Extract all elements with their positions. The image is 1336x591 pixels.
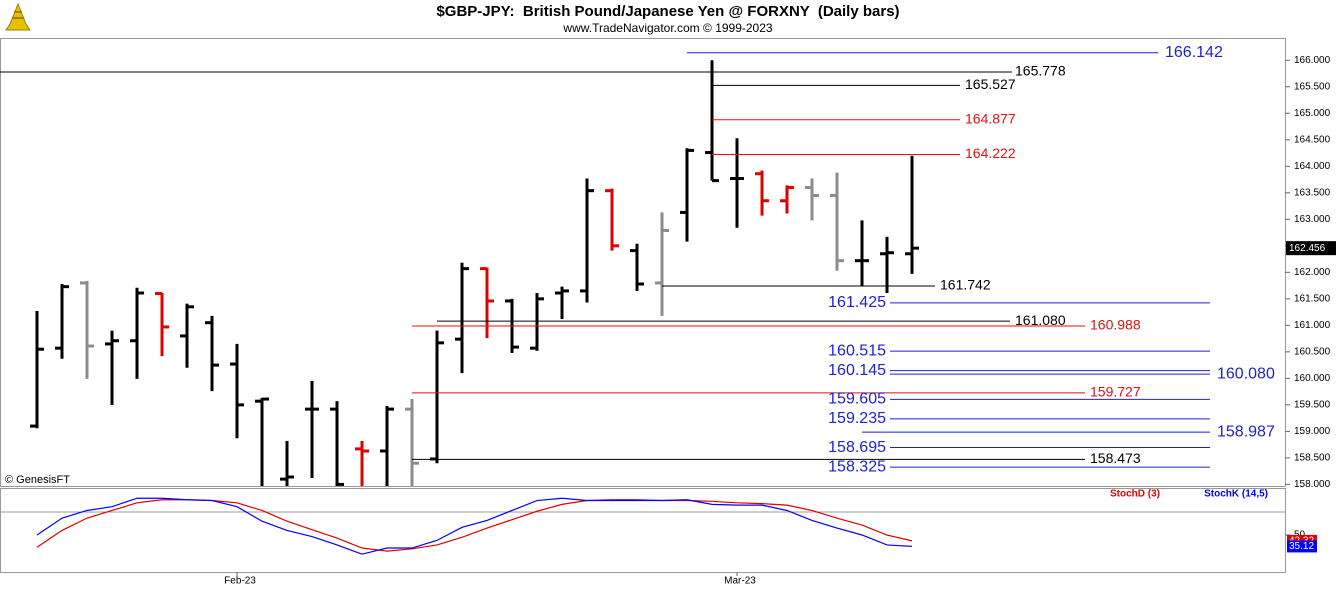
level-label: 159.235 [828, 410, 886, 427]
y-tick-label: 166.000 [1294, 55, 1331, 66]
level-label: 165.527 [965, 76, 1016, 92]
x-tick-label: Feb-23 [224, 576, 256, 587]
stoch-panel [0, 488, 1286, 573]
y-tick-label: 163.500 [1294, 187, 1331, 198]
level-label: 158.473 [1090, 450, 1141, 466]
logo [5, 2, 31, 31]
y-tick-label: 158.500 [1294, 453, 1331, 464]
chart-title: $GBP-JPY: British Pound/Japanese Yen @ F… [436, 3, 899, 20]
level-label: 158.695 [828, 439, 886, 456]
level-label: 164.877 [965, 111, 1016, 127]
level-label: 159.605 [828, 391, 886, 408]
level-label: 164.222 [965, 145, 1016, 161]
y-tick-label: 160.500 [1294, 347, 1331, 358]
watermark: © GenesisFT [5, 474, 70, 486]
stoch-line [36, 497, 913, 555]
level-label: 161.425 [828, 294, 886, 311]
level-label: 161.742 [940, 277, 991, 293]
level-label: 165.778 [1015, 63, 1066, 79]
legend-entry: StochD (3) [1110, 489, 1160, 500]
level-label: 160.515 [828, 342, 886, 359]
legend-entry: StochK (14,5) [1204, 489, 1268, 500]
main-panel [0, 38, 1286, 487]
y-tick-label: 163.000 [1294, 214, 1331, 225]
last-value-label: 35.12 [1289, 541, 1314, 552]
y-tick-label: 159.500 [1294, 400, 1331, 411]
level-label: 160.988 [1090, 317, 1141, 333]
y-tick-label: 161.500 [1294, 293, 1331, 304]
price-plot [30, 60, 919, 486]
level-label: 159.727 [1090, 384, 1141, 400]
level-label: 160.080 [1217, 365, 1275, 382]
y-tick-label: 164.000 [1294, 161, 1331, 172]
level-label: 158.987 [1217, 423, 1275, 440]
y-tick-label: 161.000 [1294, 320, 1331, 331]
y-tick-label: 165.000 [1294, 108, 1331, 119]
chart-subtitle: www.TradeNavigator.com © 1999-2023 [562, 21, 772, 35]
x-tick-label: Mar-23 [724, 576, 756, 587]
y-tick-label: 165.500 [1294, 81, 1331, 92]
y-tick-label: 159.000 [1294, 426, 1331, 437]
level-label: 161.080 [1015, 312, 1066, 328]
last-value-box [1287, 540, 1317, 553]
last-price-box [1286, 241, 1336, 256]
level-label: 166.142 [1165, 44, 1223, 61]
y-tick-label: 160.000 [1294, 373, 1331, 384]
level-label: 158.325 [828, 458, 886, 475]
y-tick-label: 158.000 [1294, 479, 1331, 490]
level-label: 160.145 [828, 362, 886, 379]
last-price-label: 162.456 [1289, 243, 1326, 254]
y-tick-label: 164.500 [1294, 134, 1331, 145]
y-tick-label: 162.000 [1294, 267, 1331, 278]
